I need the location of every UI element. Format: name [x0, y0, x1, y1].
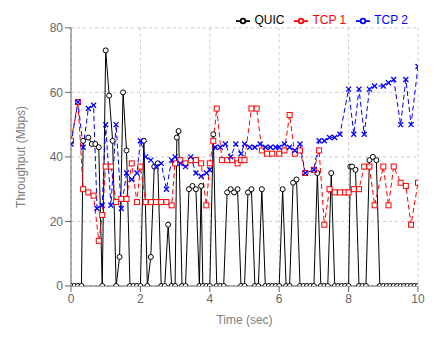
- svg-text:80: 80: [50, 21, 64, 35]
- svg-text:0: 0: [68, 292, 75, 306]
- svg-text:0: 0: [56, 279, 63, 293]
- html-text:TCP 2: TCP 2: [374, 13, 408, 27]
- svg-text:Throughput (Mbps): Throughput (Mbps): [14, 106, 28, 208]
- svg-text:Time (sec): Time (sec): [216, 313, 272, 327]
- html-text:QUIC: QUIC: [254, 13, 285, 27]
- svg-text:20: 20: [50, 215, 64, 229]
- svg-text:4: 4: [206, 292, 213, 306]
- html-text:TCP 1: TCP 1: [312, 13, 347, 27]
- svg-text:60: 60: [50, 86, 64, 100]
- svg-text:10: 10: [411, 292, 425, 306]
- svg-text:40: 40: [50, 150, 64, 164]
- svg-text:2: 2: [137, 292, 144, 306]
- svg-text:8: 8: [345, 292, 352, 306]
- svg-text:6: 6: [276, 292, 283, 306]
